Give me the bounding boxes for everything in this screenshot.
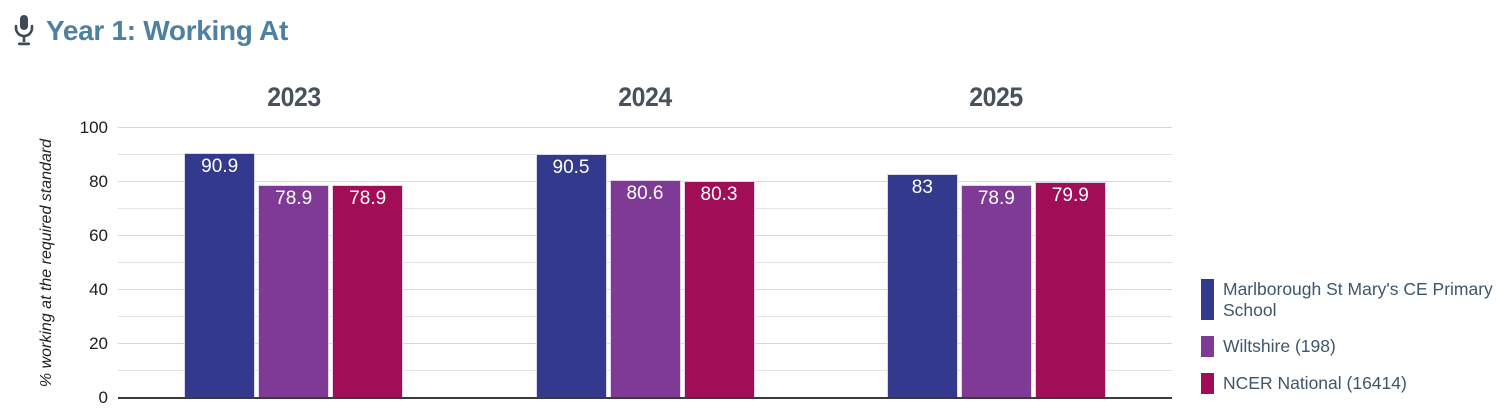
bar-2024-series-1: 90.5 [535,153,607,398]
legend-swatch [1201,336,1214,357]
chart-header: Year 1: Working At [12,12,288,50]
y-tick-label-80: 80 [89,172,108,191]
legend-swatch [1201,279,1214,321]
plot-area: 90.9 78.9 78.9 90.5 80.6 80.3 83 78.9 79.9 [118,127,1172,399]
legend-item-1: Marlborough St Mary's CE Primary School [1201,279,1493,321]
category-label-2023: 2023 [266,82,321,112]
y-tick-label-40: 40 [89,280,108,299]
bar-value-label: 83 [911,176,933,198]
bar-value-label: 78.9 [349,187,387,209]
legend-swatch [1201,372,1214,394]
legend-item-2: Wiltshire (198) [1201,336,1493,357]
bar-2025-series-2: 78.9 [960,184,1032,398]
legend-label: NCER National (16414) [1223,372,1407,393]
chart-legend: Marlborough St Mary's CE Primary School W… [1201,279,1493,394]
bar-value-label: 79.9 [1051,185,1089,207]
bar-value-label: 78.9 [977,187,1015,209]
category-label-2024: 2024 [618,82,672,112]
bar-value-label: 78.9 [275,187,313,209]
bar-2024-series-3: 80.3 [683,181,755,398]
bar-2023-series-3: 78.9 [332,184,404,398]
bar-2025-series-1: 83 [886,173,958,398]
y-axis-title: % working at the required standard [38,138,55,388]
bar-value-label: 90.5 [552,156,590,178]
bar-value-label: 80.3 [700,184,738,206]
y-tick-label-100: 100 [79,118,108,137]
bar-2024-series-2: 80.6 [609,180,681,398]
bar-2023-series-2: 78.9 [258,184,330,398]
bar-value-label: 80.6 [626,183,664,205]
legend-item-3: NCER National (16414) [1201,372,1493,394]
bar-2025-series-3: 79.9 [1034,182,1106,398]
page-title: Year 1: Working At [46,15,288,46]
gridline-100 [118,127,1172,128]
bar-2023-series-1: 90.9 [184,152,256,398]
legend-label: Marlborough St Mary's CE Primary School [1223,279,1493,320]
category-label-2025: 2025 [969,82,1024,112]
x-axis-line [118,397,1172,399]
y-tick-label-0: 0 [98,388,108,407]
bar-value-label: 90.9 [201,155,239,177]
y-tick-label-20: 20 [89,334,108,353]
gridline-90 [118,154,1172,155]
y-tick-label-60: 60 [89,226,108,245]
legend-label: Wiltshire (198) [1223,336,1336,357]
microphone-icon[interactable] [12,12,36,50]
